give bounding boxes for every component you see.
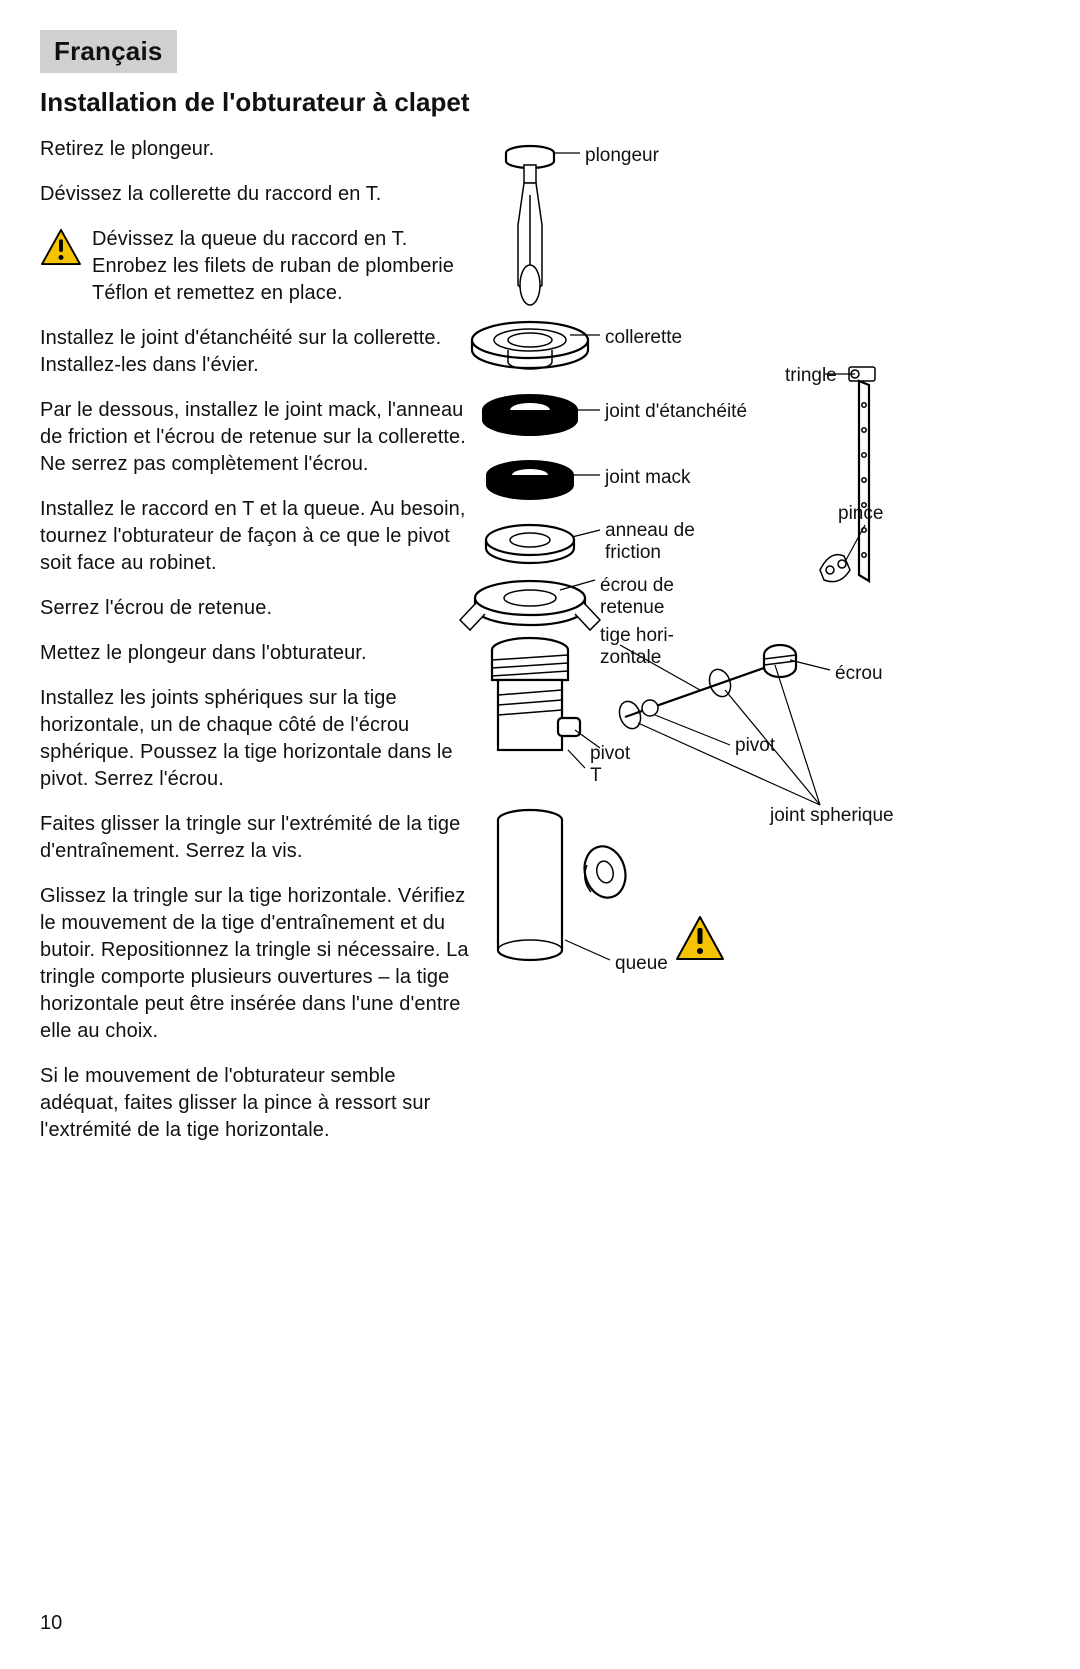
page-number: 10 bbox=[40, 1612, 62, 1635]
label-joint-mack: joint mack bbox=[605, 467, 691, 489]
text-column: Installation de l'obturateur à clapet Re… bbox=[40, 87, 470, 1162]
language-tab: Français bbox=[40, 30, 177, 73]
part-drain-body bbox=[492, 638, 600, 768]
diagram-warning-icon bbox=[677, 917, 723, 959]
label-tige-horizontale: tige hori- zontale bbox=[600, 625, 674, 669]
warning-step: Dévissez la queue du raccord en T. Enrob… bbox=[40, 226, 470, 307]
part-horizontal-rod bbox=[616, 645, 830, 805]
part-seal-gasket bbox=[482, 394, 600, 436]
label-joint-spherique: joint spherique bbox=[770, 805, 894, 827]
exploded-diagram: plongeur collerette joint d'étanchéité j… bbox=[450, 135, 1050, 1035]
page: Français Installation de l'obturateur à … bbox=[0, 0, 1080, 1669]
label-ecrou: écrou bbox=[835, 663, 883, 685]
step-11: Glissez la tringle sur la tige horizonta… bbox=[40, 883, 470, 1045]
part-friction-ring bbox=[486, 525, 600, 563]
part-plunger bbox=[506, 146, 580, 305]
label-tringle: tringle bbox=[785, 365, 837, 387]
step-10: Faites glisser la tringle sur l'extrémit… bbox=[40, 811, 470, 865]
part-collerette bbox=[472, 322, 600, 369]
label-t: T bbox=[590, 765, 602, 787]
label-collerette: collerette bbox=[605, 327, 682, 349]
label-joint-etancheite: joint d'étanchéité bbox=[605, 401, 747, 423]
label-ecrou-retenue: écrou de retenue bbox=[600, 575, 674, 619]
step-8: Mettez le plongeur dans l'obturateur. bbox=[40, 640, 470, 667]
step-2: Dévissez la collerette du raccord en T. bbox=[40, 181, 470, 208]
part-tringle bbox=[825, 367, 875, 581]
label-queue: queue bbox=[615, 953, 668, 975]
step-9: Installez les joints sphériques sur la t… bbox=[40, 685, 470, 793]
label-plongeur: plongeur bbox=[585, 145, 659, 167]
step-7: Serrez l'écrou de retenue. bbox=[40, 595, 470, 622]
label-pivot-2: pivot bbox=[590, 743, 630, 765]
step-1: Retirez le plongeur. bbox=[40, 136, 470, 163]
step-3: Dévissez la queue du raccord en T. Enrob… bbox=[92, 226, 470, 307]
section-title: Installation de l'obturateur à clapet bbox=[40, 87, 470, 118]
step-6: Installez le raccord en T et la queue. A… bbox=[40, 496, 470, 577]
label-pince: pince bbox=[838, 503, 883, 525]
part-retention-nut bbox=[460, 580, 600, 630]
label-pivot: pivot bbox=[735, 735, 775, 757]
step-12: Si le mouvement de l'obturateur semble a… bbox=[40, 1063, 470, 1144]
step-4: Installez le joint d'étanchéité sur la c… bbox=[40, 325, 470, 379]
part-tailpiece bbox=[498, 810, 631, 960]
step-5: Par le dessous, installez le joint mack,… bbox=[40, 397, 470, 478]
warning-icon bbox=[40, 228, 82, 271]
part-mack-gasket bbox=[486, 460, 600, 500]
label-anneau-friction: anneau de friction bbox=[605, 520, 695, 564]
